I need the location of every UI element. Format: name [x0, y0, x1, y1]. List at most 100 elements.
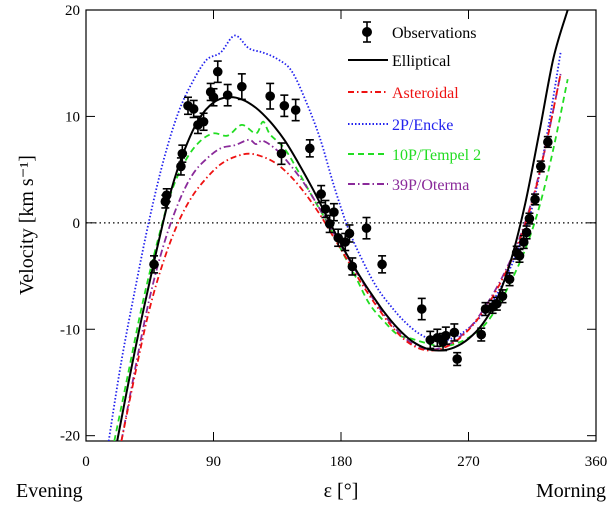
- observation-point: [320, 199, 331, 219]
- observation-point: [524, 212, 535, 225]
- observation-marker: [492, 298, 502, 309]
- observation-marker: [347, 261, 358, 272]
- observation-marker: [361, 223, 372, 233]
- legend-observations-marker: [362, 27, 372, 37]
- x-tick-label: 180: [330, 454, 353, 470]
- observation-marker: [514, 251, 525, 261]
- observation-point: [265, 82, 275, 110]
- observation-marker: [449, 327, 460, 338]
- observation-point: [530, 193, 540, 206]
- observation-marker: [535, 161, 546, 172]
- observation-marker: [198, 116, 209, 127]
- observation-marker: [497, 291, 508, 302]
- series-line-10p-tempel-2: [113, 79, 569, 441]
- legend-entry-tempel2: 10P/Tempel 2: [348, 147, 481, 164]
- observation-point: [176, 157, 186, 176]
- legend-entry-elliptical: Elliptical: [348, 53, 451, 70]
- observation-marker: [176, 161, 186, 172]
- legend-entry-encke: 2P/Encke: [348, 117, 453, 134]
- observation-point: [212, 60, 223, 84]
- y-tick-label: 20: [65, 3, 80, 19]
- observation-point: [449, 323, 460, 342]
- x-end-label-morning: Morning: [536, 480, 606, 502]
- legend-oterma-label: 39P/Oterma: [392, 177, 469, 194]
- observation-point: [198, 112, 209, 132]
- x-axis-title: ε [°]: [324, 480, 359, 502]
- observation-marker: [320, 204, 331, 214]
- observation-marker: [524, 213, 535, 224]
- observation-point: [543, 135, 553, 149]
- observation-marker: [279, 100, 290, 111]
- observation-point: [177, 144, 188, 163]
- observation-marker: [188, 104, 199, 114]
- model-curves: [107, 10, 569, 441]
- observation-point: [188, 99, 199, 119]
- y-tick-label: -10: [60, 322, 80, 338]
- observation-marker: [416, 304, 427, 314]
- observation-marker: [543, 137, 553, 147]
- observation-point: [316, 184, 326, 204]
- series-line-elliptical: [116, 10, 569, 441]
- observation-point: [276, 142, 287, 166]
- observation-point: [329, 202, 339, 222]
- legend-asteroidal-label: Asteroidal: [392, 85, 459, 102]
- observation-point: [333, 228, 343, 248]
- x-tick-label: 0: [82, 454, 90, 470]
- observation-point: [149, 255, 159, 274]
- observation-point: [290, 98, 301, 122]
- observation-point: [344, 224, 355, 243]
- observation-point: [441, 326, 451, 345]
- observation-point: [416, 297, 427, 321]
- series-line-2p-encke: [107, 34, 562, 441]
- observation-marker: [290, 105, 301, 115]
- observation-point: [161, 187, 172, 203]
- observation-marker: [276, 148, 287, 159]
- observation-point: [237, 73, 247, 101]
- legend: Observations Elliptical Asteroidal 2P/En…: [348, 21, 481, 194]
- observation-marker: [441, 330, 451, 341]
- y-tick-label: 0: [73, 216, 81, 232]
- observation-marker: [222, 90, 233, 100]
- observation-marker: [530, 194, 540, 205]
- series-line-39p-oterma: [120, 73, 562, 441]
- observation-marker: [161, 190, 172, 200]
- observation-marker: [149, 259, 159, 270]
- observation-marker: [237, 81, 247, 92]
- observation-point: [497, 289, 508, 304]
- x-end-label-evening: Evening: [16, 480, 83, 502]
- observation-marker: [208, 92, 219, 103]
- observation-point: [452, 351, 462, 367]
- observation-marker: [329, 207, 339, 217]
- series-line-asteroidal: [120, 73, 562, 441]
- observation-point: [305, 139, 315, 158]
- observation-point: [504, 272, 515, 287]
- legend-entry-asteroidal: Asteroidal: [348, 85, 459, 102]
- observation-marker: [212, 66, 223, 77]
- observation-point: [361, 216, 372, 240]
- observation-point: [347, 257, 358, 276]
- legend-entry-oterma: 39P/Oterma: [348, 177, 469, 194]
- observation-marker: [333, 232, 343, 243]
- observation-marker: [344, 228, 355, 239]
- legend-entry-observations: Observations: [362, 21, 476, 43]
- axis-ticks: 0 90 180 270 360 -20 -10 0 10 20: [60, 3, 607, 470]
- legend-observations-label: Observations: [392, 25, 476, 42]
- observation-point: [476, 327, 487, 342]
- x-tick-label: 90: [206, 454, 221, 470]
- observation-marker: [504, 274, 515, 285]
- observation-marker: [316, 189, 326, 199]
- observation-point: [208, 87, 219, 107]
- legend-elliptical-label: Elliptical: [392, 53, 451, 70]
- y-tick-label: -20: [60, 429, 80, 445]
- observation-marker: [452, 354, 462, 364]
- observations-points: [149, 60, 553, 367]
- observation-point: [535, 160, 546, 173]
- observation-marker: [340, 237, 351, 247]
- observation-point: [514, 248, 525, 264]
- observation-point: [279, 94, 290, 118]
- observation-point: [521, 225, 532, 240]
- observation-marker: [476, 329, 487, 340]
- legend-tempel2-label: 10P/Tempel 2: [392, 147, 481, 164]
- observation-marker: [265, 91, 275, 101]
